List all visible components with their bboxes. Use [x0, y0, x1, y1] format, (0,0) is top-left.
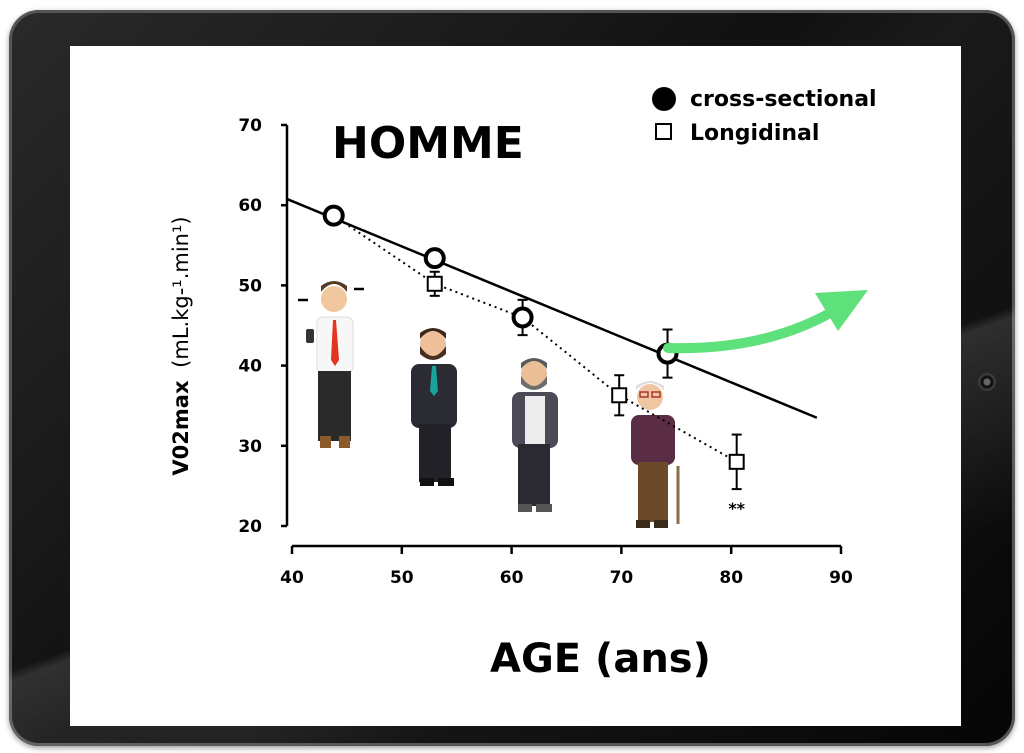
x-axis-label: AGE (ans) — [490, 636, 711, 682]
man-illustration-60s — [512, 358, 558, 512]
error-bars — [429, 270, 742, 491]
y-tick-label: 70 — [238, 116, 262, 136]
longitudinal-point — [728, 453, 745, 470]
legend-label-cross-sectional: cross-sectional — [690, 87, 877, 112]
x-tick-label: 90 — [829, 568, 853, 588]
x-tick-label: 70 — [610, 568, 634, 588]
y-tick-label: 60 — [238, 196, 262, 216]
x-tick-label: 80 — [719, 568, 743, 588]
longitudinal-dotted-line — [333, 214, 738, 463]
camera-icon — [978, 373, 996, 391]
x-tick-label: 40 — [280, 568, 304, 588]
data-markers — [322, 204, 745, 470]
legend: cross-sectional Longidinal — [652, 87, 877, 146]
green-arrowhead-icon — [815, 290, 868, 331]
legend-label-longidinal: Longidinal — [690, 121, 819, 146]
man-illustration-50s — [411, 328, 457, 486]
chart-title: HOMME — [332, 118, 524, 169]
chart: 20 30 40 50 60 70 40 50 60 70 80 90 HOMME AGE (ans… — [169, 87, 877, 682]
y-tick-label: 50 — [238, 276, 262, 296]
longitudinal-point — [611, 387, 628, 404]
longitudinal-point — [426, 275, 443, 292]
tablet-screen: 20 30 40 50 60 70 40 50 60 70 80 90 HOMME AGE (ans… — [70, 46, 961, 726]
dotted-path-group — [333, 214, 738, 463]
significance-annotation: ** — [728, 499, 745, 518]
green-arrow-icon — [663, 301, 847, 354]
y-axis-label: V02max (mL.kg-¹.min¹) — [169, 216, 193, 475]
trend-line — [286, 197, 818, 419]
man-illustration-70s — [631, 381, 680, 528]
man-illustration-40s — [298, 281, 364, 448]
cross-sectional-point — [511, 306, 534, 329]
legend-square-marker — [655, 123, 672, 140]
y-tick-label: 40 — [238, 357, 262, 377]
x-ticks: 40 50 60 70 80 90 — [280, 546, 853, 588]
y-tick-label: 20 — [238, 517, 262, 537]
legend-circle-marker — [652, 87, 676, 111]
y-axis-label-main: V02max — [169, 380, 193, 476]
y-ticks: 20 30 40 50 60 70 — [238, 116, 287, 537]
trend-line-group — [286, 197, 818, 419]
x-tick-label: 50 — [390, 568, 414, 588]
cross-sectional-point — [423, 247, 446, 270]
annotations: ** — [728, 499, 745, 518]
y-axis-label-unit: (mL.kg-¹.min¹) — [169, 216, 193, 367]
x-tick-label: 60 — [500, 568, 524, 588]
cross-sectional-point — [322, 204, 345, 227]
y-tick-label: 30 — [238, 437, 262, 457]
